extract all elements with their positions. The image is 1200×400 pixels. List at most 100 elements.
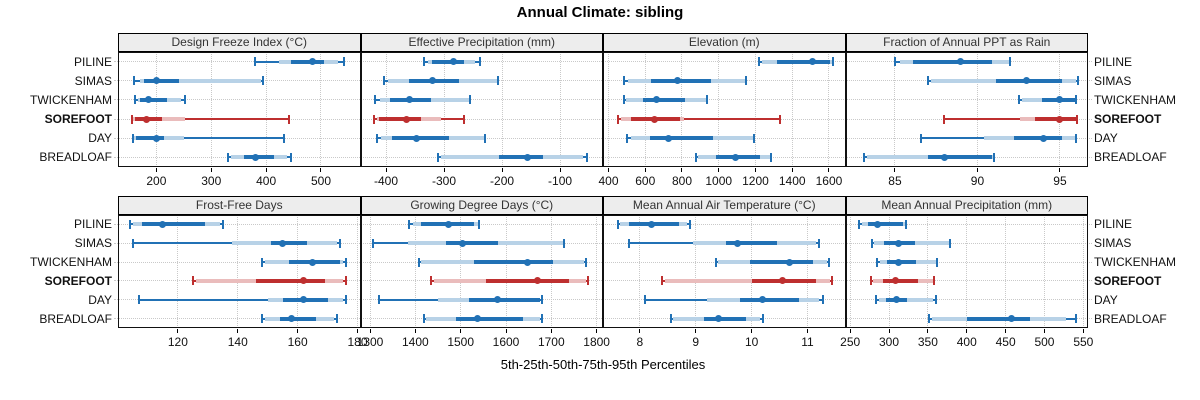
tick-gridline bbox=[849, 215, 851, 328]
tick-gridline bbox=[414, 215, 416, 328]
tick-mark bbox=[894, 168, 896, 172]
whisker-cap-low bbox=[669, 314, 672, 324]
tick-label: 1500 bbox=[447, 335, 475, 349]
tick-gridline bbox=[639, 215, 641, 328]
whisker-cap-low bbox=[920, 133, 923, 143]
tick-label: -100 bbox=[548, 174, 573, 188]
tick-label: 250 bbox=[840, 335, 861, 349]
whisker-line bbox=[131, 118, 289, 121]
whisker-cap-high bbox=[344, 276, 347, 286]
tick-mark bbox=[751, 329, 753, 333]
whisker-cap-low bbox=[376, 133, 379, 143]
median-dot bbox=[300, 277, 308, 285]
whisker-cap-low bbox=[134, 95, 136, 105]
tick-gridline bbox=[791, 52, 793, 167]
whisker-cap-high bbox=[585, 152, 588, 162]
whisker-cap-low bbox=[137, 295, 140, 305]
tick-gridline bbox=[828, 52, 830, 167]
tick-gridline bbox=[608, 52, 609, 167]
median-dot bbox=[309, 258, 317, 266]
median-dot bbox=[891, 277, 899, 285]
whisker-cap-high bbox=[221, 219, 224, 229]
median-dot bbox=[403, 115, 411, 123]
tick-gridline bbox=[460, 215, 462, 328]
whisker-cap-low bbox=[254, 57, 257, 67]
band-iqr bbox=[270, 241, 307, 246]
tick-mark bbox=[385, 168, 387, 172]
tick-mark bbox=[644, 168, 646, 172]
whisker-cap-low bbox=[130, 114, 133, 124]
whisker-cap-high bbox=[1077, 76, 1080, 86]
tick-gridline bbox=[1043, 215, 1045, 328]
whisker-cap-high bbox=[1074, 314, 1077, 324]
band-iqr bbox=[704, 316, 747, 321]
band-iqr bbox=[432, 59, 464, 64]
whisker-line bbox=[132, 137, 284, 140]
median-dot bbox=[651, 115, 659, 123]
whisker-cap-low bbox=[661, 276, 664, 286]
panel-frame bbox=[118, 215, 361, 328]
median-dot bbox=[494, 296, 502, 304]
median-dot bbox=[940, 153, 948, 161]
median-dot bbox=[808, 58, 816, 66]
whisker-cap-high bbox=[827, 257, 830, 267]
band-iqr bbox=[392, 136, 450, 141]
whisker-cap-high bbox=[287, 114, 290, 124]
tick-mark bbox=[460, 329, 462, 333]
whisker-cap-high bbox=[745, 76, 748, 86]
whisker-cap-high bbox=[949, 238, 952, 248]
band-iqr bbox=[379, 117, 421, 122]
tick-gridline bbox=[807, 215, 808, 328]
tick-label: 1200 bbox=[742, 174, 769, 188]
panel-header: Effective Precipitation (mm) bbox=[360, 33, 603, 52]
median-dot bbox=[673, 77, 681, 85]
site-label-left: SOREFOOT bbox=[44, 273, 112, 288]
tick-label: 180 bbox=[347, 335, 368, 349]
whisker-cap-low bbox=[714, 257, 717, 267]
tick-label: 1000 bbox=[705, 174, 733, 188]
band-iqr bbox=[469, 297, 540, 302]
median-dot bbox=[732, 153, 740, 161]
whisker-cap-high bbox=[587, 276, 590, 286]
band-iqr bbox=[740, 297, 800, 302]
site-label-right: DAY bbox=[1094, 292, 1118, 307]
band-iqr bbox=[649, 136, 714, 141]
whisker-cap-low bbox=[758, 57, 761, 67]
whisker-cap-high bbox=[1075, 95, 1078, 105]
site-label-left: SIMAS bbox=[74, 236, 112, 251]
band-iqr bbox=[498, 155, 544, 160]
tick-label: -200 bbox=[490, 174, 515, 188]
tick-label: 140 bbox=[227, 335, 248, 349]
tick-label: 300 bbox=[879, 335, 900, 349]
tick-mark bbox=[505, 329, 507, 333]
band-iqr bbox=[887, 260, 917, 265]
median-dot bbox=[428, 77, 436, 85]
median-dot bbox=[957, 58, 965, 66]
tick-label: 160 bbox=[287, 335, 308, 349]
median-dot bbox=[143, 115, 151, 123]
median-dot bbox=[473, 315, 481, 323]
median-dot bbox=[873, 220, 881, 228]
whisker-cap-high bbox=[540, 295, 543, 305]
panel-header: Mean Annual Air Temperature (°C) bbox=[603, 196, 846, 215]
tick-label: 1800 bbox=[583, 335, 610, 349]
whisker-cap-high bbox=[462, 114, 465, 124]
tick-label: 1400 bbox=[778, 174, 806, 188]
tick-mark bbox=[297, 329, 299, 333]
median-dot bbox=[1023, 77, 1031, 85]
band-iqr bbox=[144, 78, 180, 83]
whisker-cap-low bbox=[616, 219, 619, 229]
whisker-cap-low bbox=[422, 57, 425, 67]
panel-header: Elevation (m) bbox=[603, 33, 846, 52]
median-dot bbox=[300, 296, 308, 304]
site-label-left: DAY bbox=[88, 131, 112, 146]
whisker-cap-low bbox=[131, 133, 134, 143]
median-dot bbox=[1039, 134, 1047, 142]
tick-label: 400 bbox=[956, 335, 977, 349]
tick-gridline bbox=[695, 215, 697, 328]
whisker-cap-low bbox=[378, 295, 381, 305]
band-iqr bbox=[642, 97, 685, 102]
whisker-cap-low bbox=[128, 219, 131, 229]
tick-label: 500 bbox=[1034, 335, 1055, 349]
